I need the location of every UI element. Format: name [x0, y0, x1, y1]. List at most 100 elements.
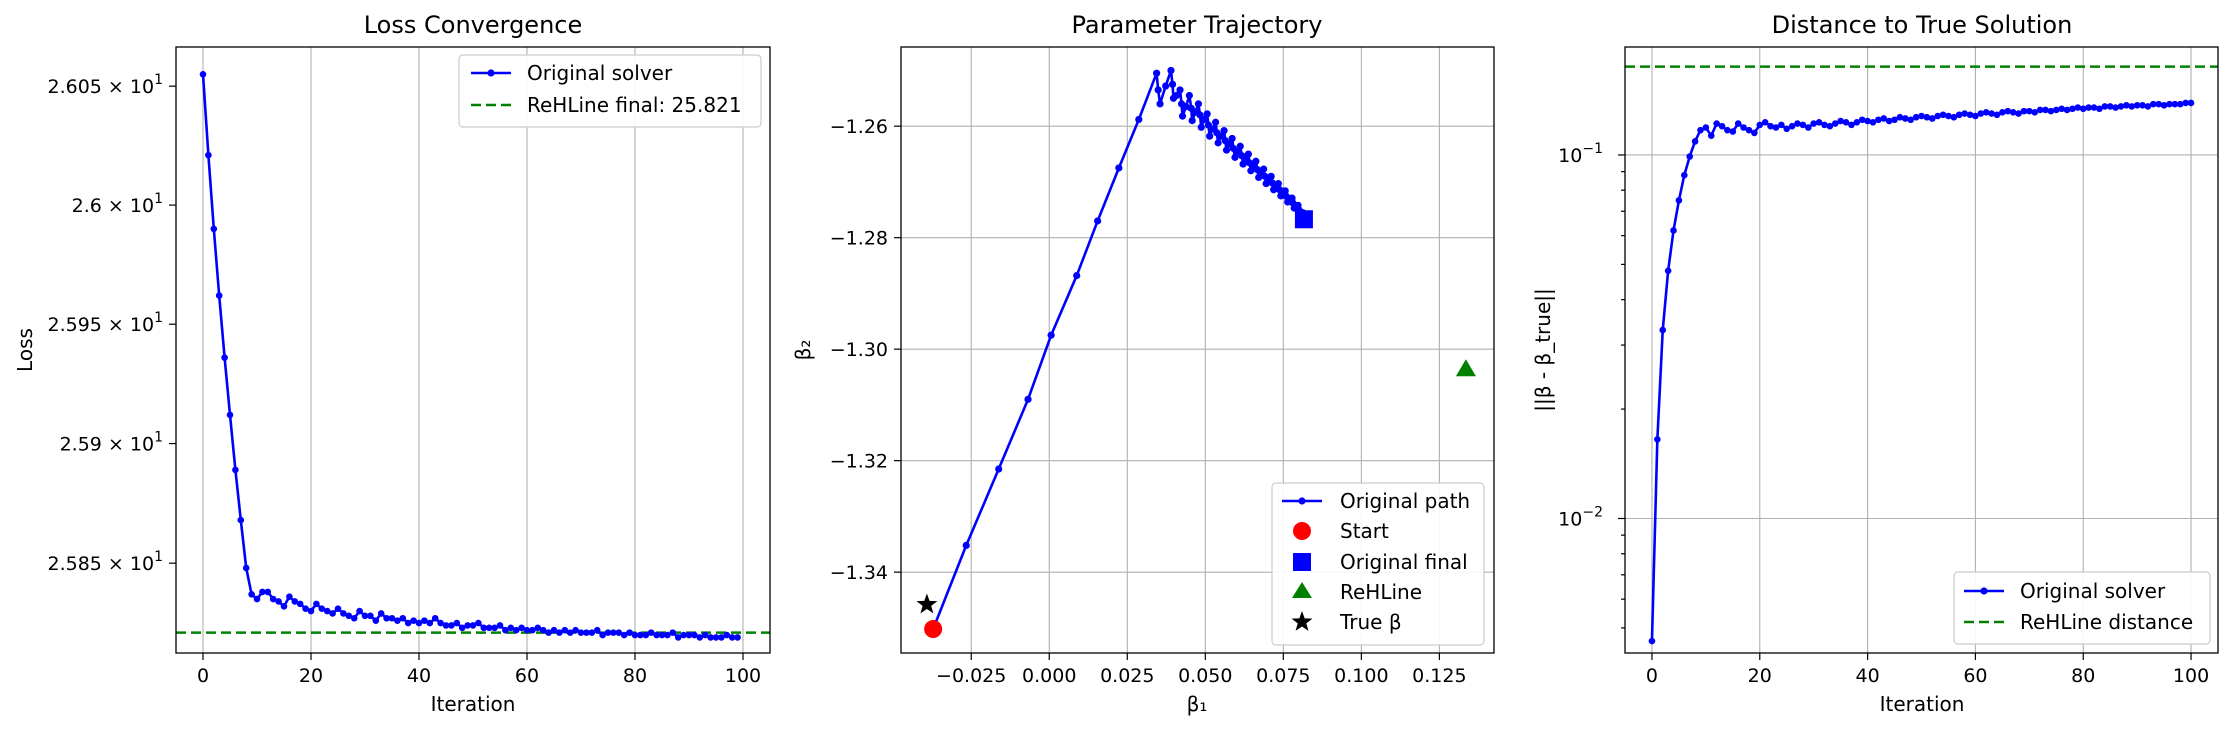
original-solver-point — [296, 600, 304, 608]
original-solver-point — [2123, 101, 2130, 109]
original-solver-point — [226, 411, 234, 419]
original-solver-point — [437, 619, 444, 627]
original-solver-point — [1729, 128, 1737, 135]
original-solver-point — [502, 626, 509, 634]
y-tick-label: 2.585 × 101 — [48, 549, 164, 575]
original-solver-point — [280, 602, 288, 610]
original-solver-point — [275, 598, 282, 605]
x-tick-label: 0 — [1646, 665, 1658, 687]
original-solver-point — [1724, 126, 1731, 134]
original-solver-point — [350, 614, 358, 622]
y-tick-label: 10−2 — [1558, 504, 1603, 530]
original-solver-point — [631, 631, 639, 639]
original-solver-point — [1810, 120, 1817, 127]
original-solver-point — [377, 610, 385, 617]
original-path-point — [1274, 179, 1282, 188]
original-solver-point — [1670, 227, 1677, 234]
y-tick-label: 2.595 × 101 — [48, 310, 164, 336]
original-solver-point — [2128, 103, 2136, 110]
original-final-marker — [1294, 210, 1313, 229]
original-solver-point — [1982, 109, 1990, 116]
original-solver-point — [388, 614, 396, 622]
original-solver-point — [1977, 110, 1985, 117]
original-solver-point — [1702, 124, 1710, 131]
original-solver-point — [291, 598, 299, 605]
original-solver-point — [696, 634, 704, 641]
original-solver-point — [718, 634, 725, 641]
original-solver-point — [550, 626, 558, 634]
original-solver-point — [512, 626, 520, 634]
original-solver-point — [539, 626, 547, 634]
original-solver-point — [518, 624, 525, 632]
original-solver-point — [626, 629, 633, 636]
original-path-point — [1188, 116, 1196, 125]
original-solver-point — [1869, 118, 1877, 126]
x-axis-label: Iteration — [1880, 692, 1965, 716]
original-path-point — [1115, 164, 1123, 172]
original-solver-point — [1918, 112, 1925, 120]
original-path-point — [1200, 115, 1208, 124]
original-solver-point — [345, 612, 353, 620]
original-path-point — [1203, 110, 1211, 118]
original-solver-point — [210, 225, 218, 233]
loss-convergence-chart: Loss Convergence 0 20 40 60 80 100 2.605 × 10… — [13, 11, 771, 716]
original-solver-point — [372, 617, 380, 624]
y-tick-label: −1.34 — [830, 562, 888, 584]
original-solver-point — [480, 624, 488, 632]
original-solver-point — [2096, 105, 2103, 113]
y-tick-label: 2.605 × 101 — [48, 72, 164, 98]
original-solver-point — [1923, 113, 1931, 121]
original-solver-point — [2036, 106, 2044, 114]
start-marker — [924, 620, 943, 639]
original-solver-point — [399, 614, 407, 622]
original-solver-point — [604, 629, 612, 636]
original-solver-point — [566, 629, 574, 636]
original-solver-point — [2112, 104, 2119, 111]
original-solver-point — [1939, 111, 1947, 119]
original-solver-point — [323, 607, 331, 615]
original-solver-point — [1988, 110, 1995, 117]
original-solver-point — [2139, 101, 2146, 109]
original-solver-point — [2026, 107, 2033, 115]
legend-marker-original-solver — [1980, 587, 1988, 595]
original-solver-point — [1950, 113, 1958, 121]
original-solver-point — [593, 626, 601, 634]
original-path-point — [1153, 69, 1161, 77]
x-axis-label: Iteration — [431, 692, 516, 716]
original-solver-point — [340, 610, 347, 617]
original-solver-point — [1912, 113, 1920, 121]
y-tick-label: 2.59 × 101 — [60, 430, 163, 456]
original-solver-point — [1788, 122, 1796, 130]
chart-title: Parameter Trajectory — [1072, 11, 1323, 39]
chart-title: Loss Convergence — [364, 11, 583, 39]
original-solver-point — [2052, 106, 2060, 114]
original-solver-point — [485, 624, 493, 632]
original-solver-point — [1675, 197, 1683, 204]
x-tick-label: 20 — [299, 665, 323, 687]
original-solver-point — [458, 624, 466, 632]
original-solver-point — [2085, 104, 2092, 111]
original-path-point — [1214, 139, 1222, 147]
original-solver-point — [653, 631, 660, 639]
chart-title: Distance to True Solution — [1772, 11, 2073, 39]
original-solver-point — [1783, 125, 1791, 133]
original-solver-point — [1778, 121, 1785, 129]
x-tick-label: 0.050 — [1178, 665, 1232, 687]
original-solver-point — [1756, 121, 1764, 129]
original-solver-point — [464, 622, 471, 629]
legend-label-rehline-distance: ReHLine distance — [2020, 610, 2193, 634]
original-solver-point — [1734, 120, 1742, 127]
original-solver-point — [707, 634, 714, 641]
original-solver-point — [637, 631, 644, 639]
original-solver-point — [1681, 171, 1688, 179]
original-solver-point — [426, 619, 434, 627]
original-path-point — [1220, 127, 1228, 135]
original-solver-point — [2171, 100, 2179, 108]
original-solver-point — [307, 607, 315, 615]
original-solver-point — [1761, 118, 1769, 126]
original-solver-point — [1686, 153, 1693, 160]
original-solver-point — [199, 71, 207, 78]
original-solver-point — [237, 516, 245, 524]
x-tick-label: 100 — [2173, 665, 2209, 687]
original-solver-point — [2047, 107, 2055, 115]
